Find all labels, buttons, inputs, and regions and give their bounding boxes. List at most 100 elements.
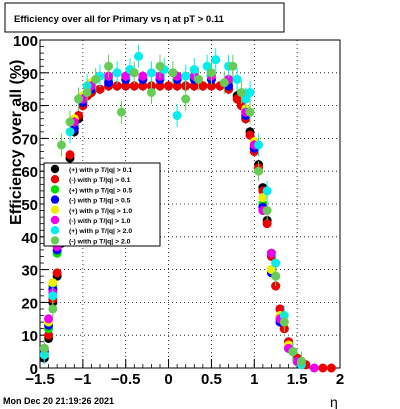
y-axis-label: Efficiency over all (%) xyxy=(8,60,25,225)
data-point xyxy=(258,192,268,202)
data-point xyxy=(271,258,281,268)
y-tick-label: 60 xyxy=(21,164,38,181)
y-tick-label: 10 xyxy=(21,328,38,345)
legend-label: (+) with p T/|q| > 0.1 xyxy=(69,167,132,174)
data-point xyxy=(271,271,281,281)
data-point xyxy=(262,219,272,229)
data-point xyxy=(146,68,156,78)
data-point xyxy=(262,186,272,196)
data-point xyxy=(245,107,255,117)
data-point xyxy=(232,74,242,84)
legend-marker xyxy=(50,205,60,214)
y-tick-label: 20 xyxy=(21,295,38,312)
y-tick-label: 50 xyxy=(21,197,38,214)
data-point xyxy=(82,87,92,97)
data-point xyxy=(155,81,165,91)
data-point xyxy=(266,265,276,275)
data-point xyxy=(74,94,84,104)
data-point xyxy=(104,78,114,88)
data-point xyxy=(254,166,264,176)
y-tick-label: 100 xyxy=(13,33,38,50)
data-point xyxy=(288,347,298,357)
legend-label: (-) with p T/|q| > 0.5 xyxy=(69,198,131,205)
data-point xyxy=(202,61,212,71)
data-point xyxy=(245,130,255,140)
data-point xyxy=(168,68,178,78)
data-point xyxy=(326,363,336,373)
data-point xyxy=(219,78,229,88)
data-point xyxy=(138,71,148,81)
legend-marker xyxy=(50,215,60,225)
data-point xyxy=(134,51,144,61)
y-tick-label: 40 xyxy=(21,230,38,247)
data-point xyxy=(155,61,165,71)
y-tick-label: 70 xyxy=(21,131,38,148)
data-point xyxy=(129,68,139,78)
data-point xyxy=(206,68,216,78)
data-point xyxy=(296,356,306,366)
legend-label: (-) with p T/|q| > 2.0 xyxy=(69,238,131,245)
data-point xyxy=(121,81,131,91)
legend-box xyxy=(43,162,161,247)
y-tick-label: 80 xyxy=(21,99,38,116)
x-tick-label: 1.5 xyxy=(287,371,308,388)
y-tick-label: 30 xyxy=(21,263,38,280)
x-tick-label: −1.5 xyxy=(25,371,55,388)
legend-label: (+) with p T/|q| > 0.5 xyxy=(69,187,132,194)
data-point xyxy=(52,268,62,278)
data-point xyxy=(279,317,289,327)
legend-marker xyxy=(50,226,60,235)
data-point xyxy=(91,74,101,84)
data-point xyxy=(232,94,242,104)
data-point xyxy=(194,74,204,84)
chart-title: Efficiency over all for Primary vs η at … xyxy=(14,14,225,25)
data-point xyxy=(48,304,58,314)
x-tick-label: 0.5 xyxy=(201,371,222,388)
data-point xyxy=(44,314,54,324)
data-point xyxy=(65,117,75,127)
data-point xyxy=(48,291,58,301)
data-point xyxy=(65,150,75,160)
legend-label: (-) with p T/|q| > 1.0 xyxy=(69,218,131,225)
legend-marker xyxy=(50,195,60,204)
footer-timestamp: Mon Dec 20 21:19:26 2021 xyxy=(3,396,114,406)
legend-label: (+) with p T/|q| > 2.0 xyxy=(69,228,132,235)
data-point xyxy=(181,71,191,81)
data-point xyxy=(236,87,246,97)
x-tick-label: 1 xyxy=(250,371,258,388)
legend-marker xyxy=(50,185,60,194)
x-tick-label: 2 xyxy=(336,371,344,388)
y-tick-label: 0 xyxy=(30,361,38,378)
y-tick-label: 90 xyxy=(21,66,38,83)
data-point xyxy=(262,206,272,216)
data-point xyxy=(138,81,148,91)
data-point xyxy=(189,65,199,75)
axis-ticks xyxy=(39,39,341,369)
data-point xyxy=(241,94,251,104)
data-point xyxy=(245,87,255,97)
data-point xyxy=(318,363,328,373)
legend-label: (+) with p T/|q| > 1.0 xyxy=(69,208,132,215)
legend-marker xyxy=(50,164,60,174)
data-point xyxy=(309,363,319,373)
data-point xyxy=(44,330,54,340)
title-box xyxy=(4,2,285,33)
data-point xyxy=(112,68,122,78)
legend-marker xyxy=(50,175,60,184)
data-point xyxy=(146,87,156,97)
data-point xyxy=(164,81,174,91)
data-point xyxy=(206,81,216,91)
x-tick-label: −0.5 xyxy=(111,371,141,388)
data-point xyxy=(181,94,191,104)
x-axis-label: η xyxy=(330,394,338,409)
legend-marker xyxy=(50,236,60,245)
data-point xyxy=(39,343,49,353)
data-point xyxy=(211,55,221,65)
data-point xyxy=(172,110,182,120)
data-point xyxy=(254,140,264,150)
data-point xyxy=(104,61,114,71)
data-point xyxy=(228,61,238,71)
legend: (+) with p T/|q| > 0.1 (-) with p T/|q| >… xyxy=(43,162,161,247)
series-7 xyxy=(39,54,306,368)
